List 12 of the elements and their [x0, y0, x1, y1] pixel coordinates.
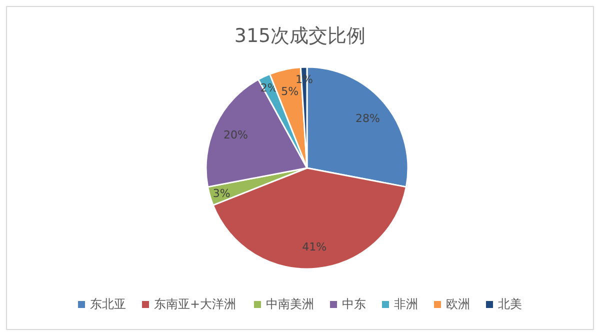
data-label: 3% — [212, 186, 230, 200]
legend-label: 东北亚 — [90, 297, 126, 311]
chart-title: 315次成交比例 — [234, 25, 366, 47]
data-label: 28% — [355, 112, 380, 125]
legend-label: 中东 — [342, 297, 366, 311]
data-label: 5% — [281, 85, 299, 98]
data-label: 41% — [302, 240, 327, 254]
legend-label: 欧洲 — [446, 297, 470, 311]
data-label: 20% — [223, 128, 248, 142]
legend-label: 非洲 — [394, 297, 418, 311]
legend-label: 中南美洲 — [266, 297, 314, 311]
legend-label: 北美 — [498, 297, 522, 311]
